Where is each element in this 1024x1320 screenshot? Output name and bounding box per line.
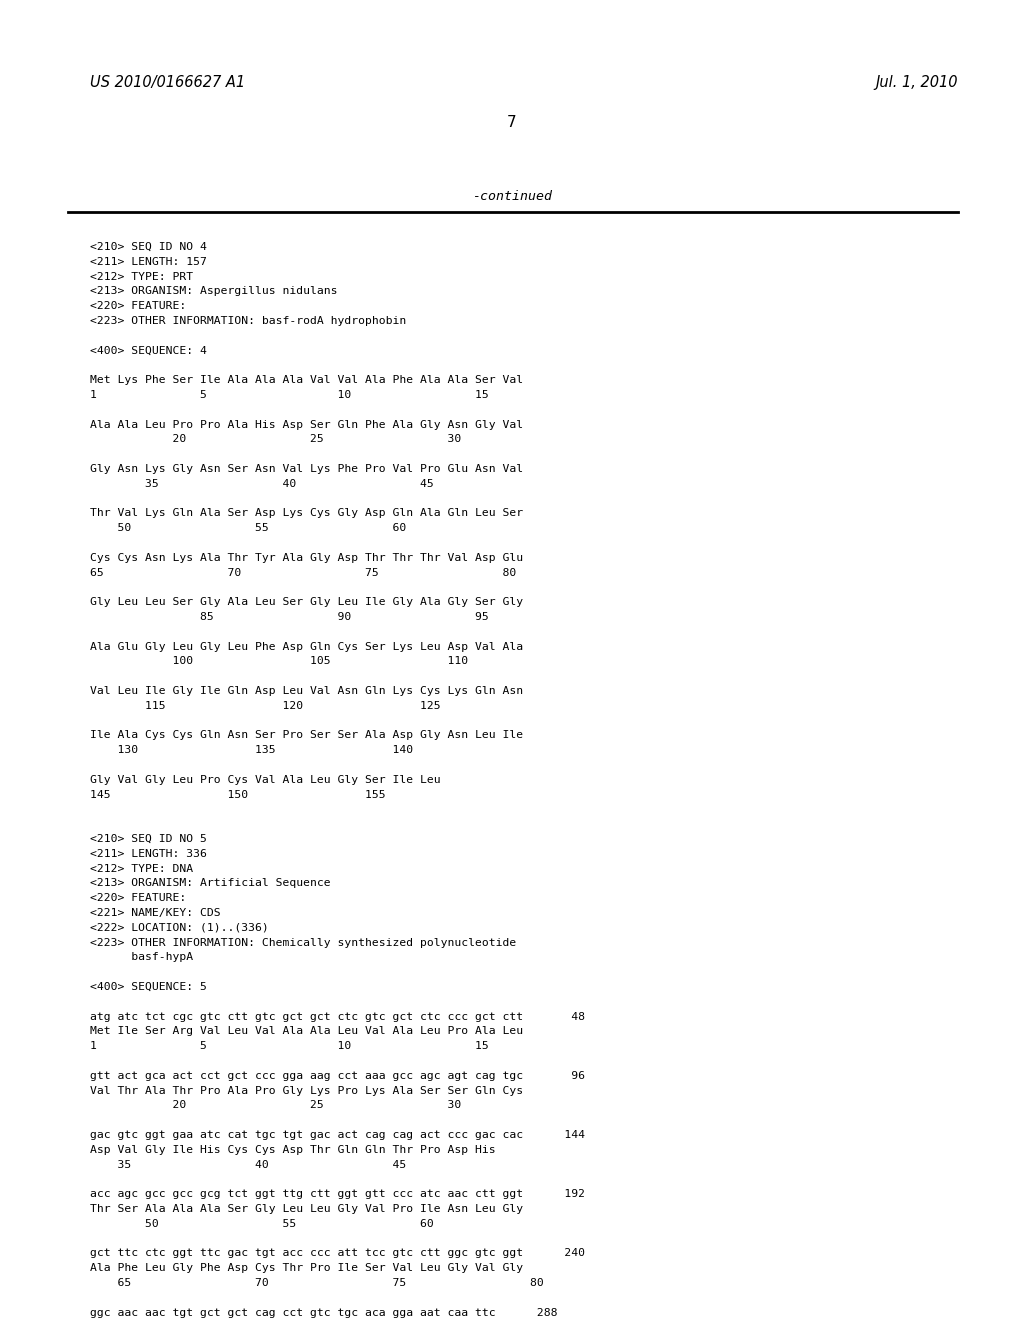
Text: Met Lys Phe Ser Ile Ala Ala Ala Val Val Ala Phe Ala Ala Ser Val: Met Lys Phe Ser Ile Ala Ala Ala Val Val … [90, 375, 523, 385]
Text: gtt act gca act cct gct ccc gga aag cct aaa gcc agc agt cag tgc       96: gtt act gca act cct gct ccc gga aag cct … [90, 1071, 585, 1081]
Text: Ala Ala Leu Pro Pro Ala His Asp Ser Gln Phe Ala Gly Asn Gly Val: Ala Ala Leu Pro Pro Ala His Asp Ser Gln … [90, 420, 523, 429]
Text: 1               5                   10                  15: 1 5 10 15 [90, 389, 488, 400]
Text: <223> OTHER INFORMATION: basf-rodA hydrophobin: <223> OTHER INFORMATION: basf-rodA hydro… [90, 315, 407, 326]
Text: 35                  40                  45: 35 40 45 [90, 1159, 407, 1170]
Text: acc agc gcc gcc gcg tct ggt ttg ctt ggt gtt ccc atc aac ctt ggt      192: acc agc gcc gcc gcg tct ggt ttg ctt ggt … [90, 1189, 585, 1199]
Text: 20                  25                  30: 20 25 30 [90, 434, 461, 445]
Text: 1               5                   10                  15: 1 5 10 15 [90, 1041, 488, 1051]
Text: -continued: -continued [472, 190, 552, 203]
Text: Ala Glu Gly Leu Gly Leu Phe Asp Gln Cys Ser Lys Leu Asp Val Ala: Ala Glu Gly Leu Gly Leu Phe Asp Gln Cys … [90, 642, 523, 652]
Text: 7: 7 [507, 115, 517, 129]
Text: <210> SEQ ID NO 5: <210> SEQ ID NO 5 [90, 834, 207, 843]
Text: 130                 135                 140: 130 135 140 [90, 746, 413, 755]
Text: Asp Val Gly Ile His Cys Cys Asp Thr Gln Gln Thr Pro Asp His: Asp Val Gly Ile His Cys Cys Asp Thr Gln … [90, 1144, 496, 1155]
Text: <212> TYPE: DNA: <212> TYPE: DNA [90, 863, 194, 874]
Text: 115                 120                 125: 115 120 125 [90, 701, 440, 710]
Text: Thr Val Lys Gln Ala Ser Asp Lys Cys Gly Asp Gln Ala Gln Leu Ser: Thr Val Lys Gln Ala Ser Asp Lys Cys Gly … [90, 508, 523, 519]
Text: <400> SEQUENCE: 4: <400> SEQUENCE: 4 [90, 346, 207, 355]
Text: 35                  40                  45: 35 40 45 [90, 479, 434, 488]
Text: 50                  55                  60: 50 55 60 [90, 1218, 434, 1229]
Text: <220> FEATURE:: <220> FEATURE: [90, 301, 186, 312]
Text: 145                 150                 155: 145 150 155 [90, 789, 386, 800]
Text: 100                 105                 110: 100 105 110 [90, 656, 468, 667]
Text: Cys Cys Asn Lys Ala Thr Tyr Ala Gly Asp Thr Thr Thr Val Asp Glu: Cys Cys Asn Lys Ala Thr Tyr Ala Gly Asp … [90, 553, 523, 562]
Text: 50                  55                  60: 50 55 60 [90, 523, 407, 533]
Text: US 2010/0166627 A1: US 2010/0166627 A1 [90, 75, 245, 90]
Text: Met Ile Ser Arg Val Leu Val Ala Ala Leu Val Ala Leu Pro Ala Leu: Met Ile Ser Arg Val Leu Val Ala Ala Leu … [90, 1027, 523, 1036]
Text: <220> FEATURE:: <220> FEATURE: [90, 894, 186, 903]
Text: gct ttc ctc ggt ttc gac tgt acc ccc att tcc gtc ctt ggc gtc ggt      240: gct ttc ctc ggt ttc gac tgt acc ccc att … [90, 1249, 585, 1258]
Text: 65                  70                  75                  80: 65 70 75 80 [90, 568, 516, 578]
Text: Ala Phe Leu Gly Phe Asp Cys Thr Pro Ile Ser Val Leu Gly Val Gly: Ala Phe Leu Gly Phe Asp Cys Thr Pro Ile … [90, 1263, 523, 1274]
Text: <223> OTHER INFORMATION: Chemically synthesized polynucleotide: <223> OTHER INFORMATION: Chemically synt… [90, 937, 516, 948]
Text: 85                  90                  95: 85 90 95 [90, 612, 488, 622]
Text: Val Thr Ala Thr Pro Ala Pro Gly Lys Pro Lys Ala Ser Ser Gln Cys: Val Thr Ala Thr Pro Ala Pro Gly Lys Pro … [90, 1085, 523, 1096]
Text: <211> LENGTH: 157: <211> LENGTH: 157 [90, 257, 207, 267]
Text: Gly Asn Lys Gly Asn Ser Asn Val Lys Phe Pro Val Pro Glu Asn Val: Gly Asn Lys Gly Asn Ser Asn Val Lys Phe … [90, 465, 523, 474]
Text: <221> NAME/KEY: CDS: <221> NAME/KEY: CDS [90, 908, 220, 917]
Text: <213> ORGANISM: Aspergillus nidulans: <213> ORGANISM: Aspergillus nidulans [90, 286, 338, 297]
Text: Jul. 1, 2010: Jul. 1, 2010 [876, 75, 958, 90]
Text: basf-hypA: basf-hypA [90, 953, 194, 962]
Text: ggc aac aac tgt gct gct cag cct gtc tgc aca gga aat caa ttc      288: ggc aac aac tgt gct gct cag cct gtc tgc … [90, 1308, 557, 1317]
Text: <212> TYPE: PRT: <212> TYPE: PRT [90, 272, 194, 281]
Text: <213> ORGANISM: Artificial Sequence: <213> ORGANISM: Artificial Sequence [90, 878, 331, 888]
Text: Gly Leu Leu Ser Gly Ala Leu Ser Gly Leu Ile Gly Ala Gly Ser Gly: Gly Leu Leu Ser Gly Ala Leu Ser Gly Leu … [90, 597, 523, 607]
Text: 20                  25                  30: 20 25 30 [90, 1101, 461, 1110]
Text: <211> LENGTH: 336: <211> LENGTH: 336 [90, 849, 207, 859]
Text: Thr Ser Ala Ala Ala Ser Gly Leu Leu Gly Val Pro Ile Asn Leu Gly: Thr Ser Ala Ala Ala Ser Gly Leu Leu Gly … [90, 1204, 523, 1214]
Text: <400> SEQUENCE: 5: <400> SEQUENCE: 5 [90, 982, 207, 993]
Text: atg atc tct cgc gtc ctt gtc gct gct ctc gtc gct ctc ccc gct ctt       48: atg atc tct cgc gtc ctt gtc gct gct ctc … [90, 1011, 585, 1022]
Text: <222> LOCATION: (1)..(336): <222> LOCATION: (1)..(336) [90, 923, 268, 933]
Text: Gly Val Gly Leu Pro Cys Val Ala Leu Gly Ser Ile Leu: Gly Val Gly Leu Pro Cys Val Ala Leu Gly … [90, 775, 440, 785]
Text: <210> SEQ ID NO 4: <210> SEQ ID NO 4 [90, 242, 207, 252]
Text: Val Leu Ile Gly Ile Gln Asp Leu Val Asn Gln Lys Cys Lys Gln Asn: Val Leu Ile Gly Ile Gln Asp Leu Val Asn … [90, 686, 523, 696]
Text: Ile Ala Cys Cys Gln Asn Ser Pro Ser Ser Ala Asp Gly Asn Leu Ile: Ile Ala Cys Cys Gln Asn Ser Pro Ser Ser … [90, 730, 523, 741]
Text: gac gtc ggt gaa atc cat tgc tgt gac act cag cag act ccc gac cac      144: gac gtc ggt gaa atc cat tgc tgt gac act … [90, 1130, 585, 1140]
Text: 65                  70                  75                  80: 65 70 75 80 [90, 1278, 544, 1288]
